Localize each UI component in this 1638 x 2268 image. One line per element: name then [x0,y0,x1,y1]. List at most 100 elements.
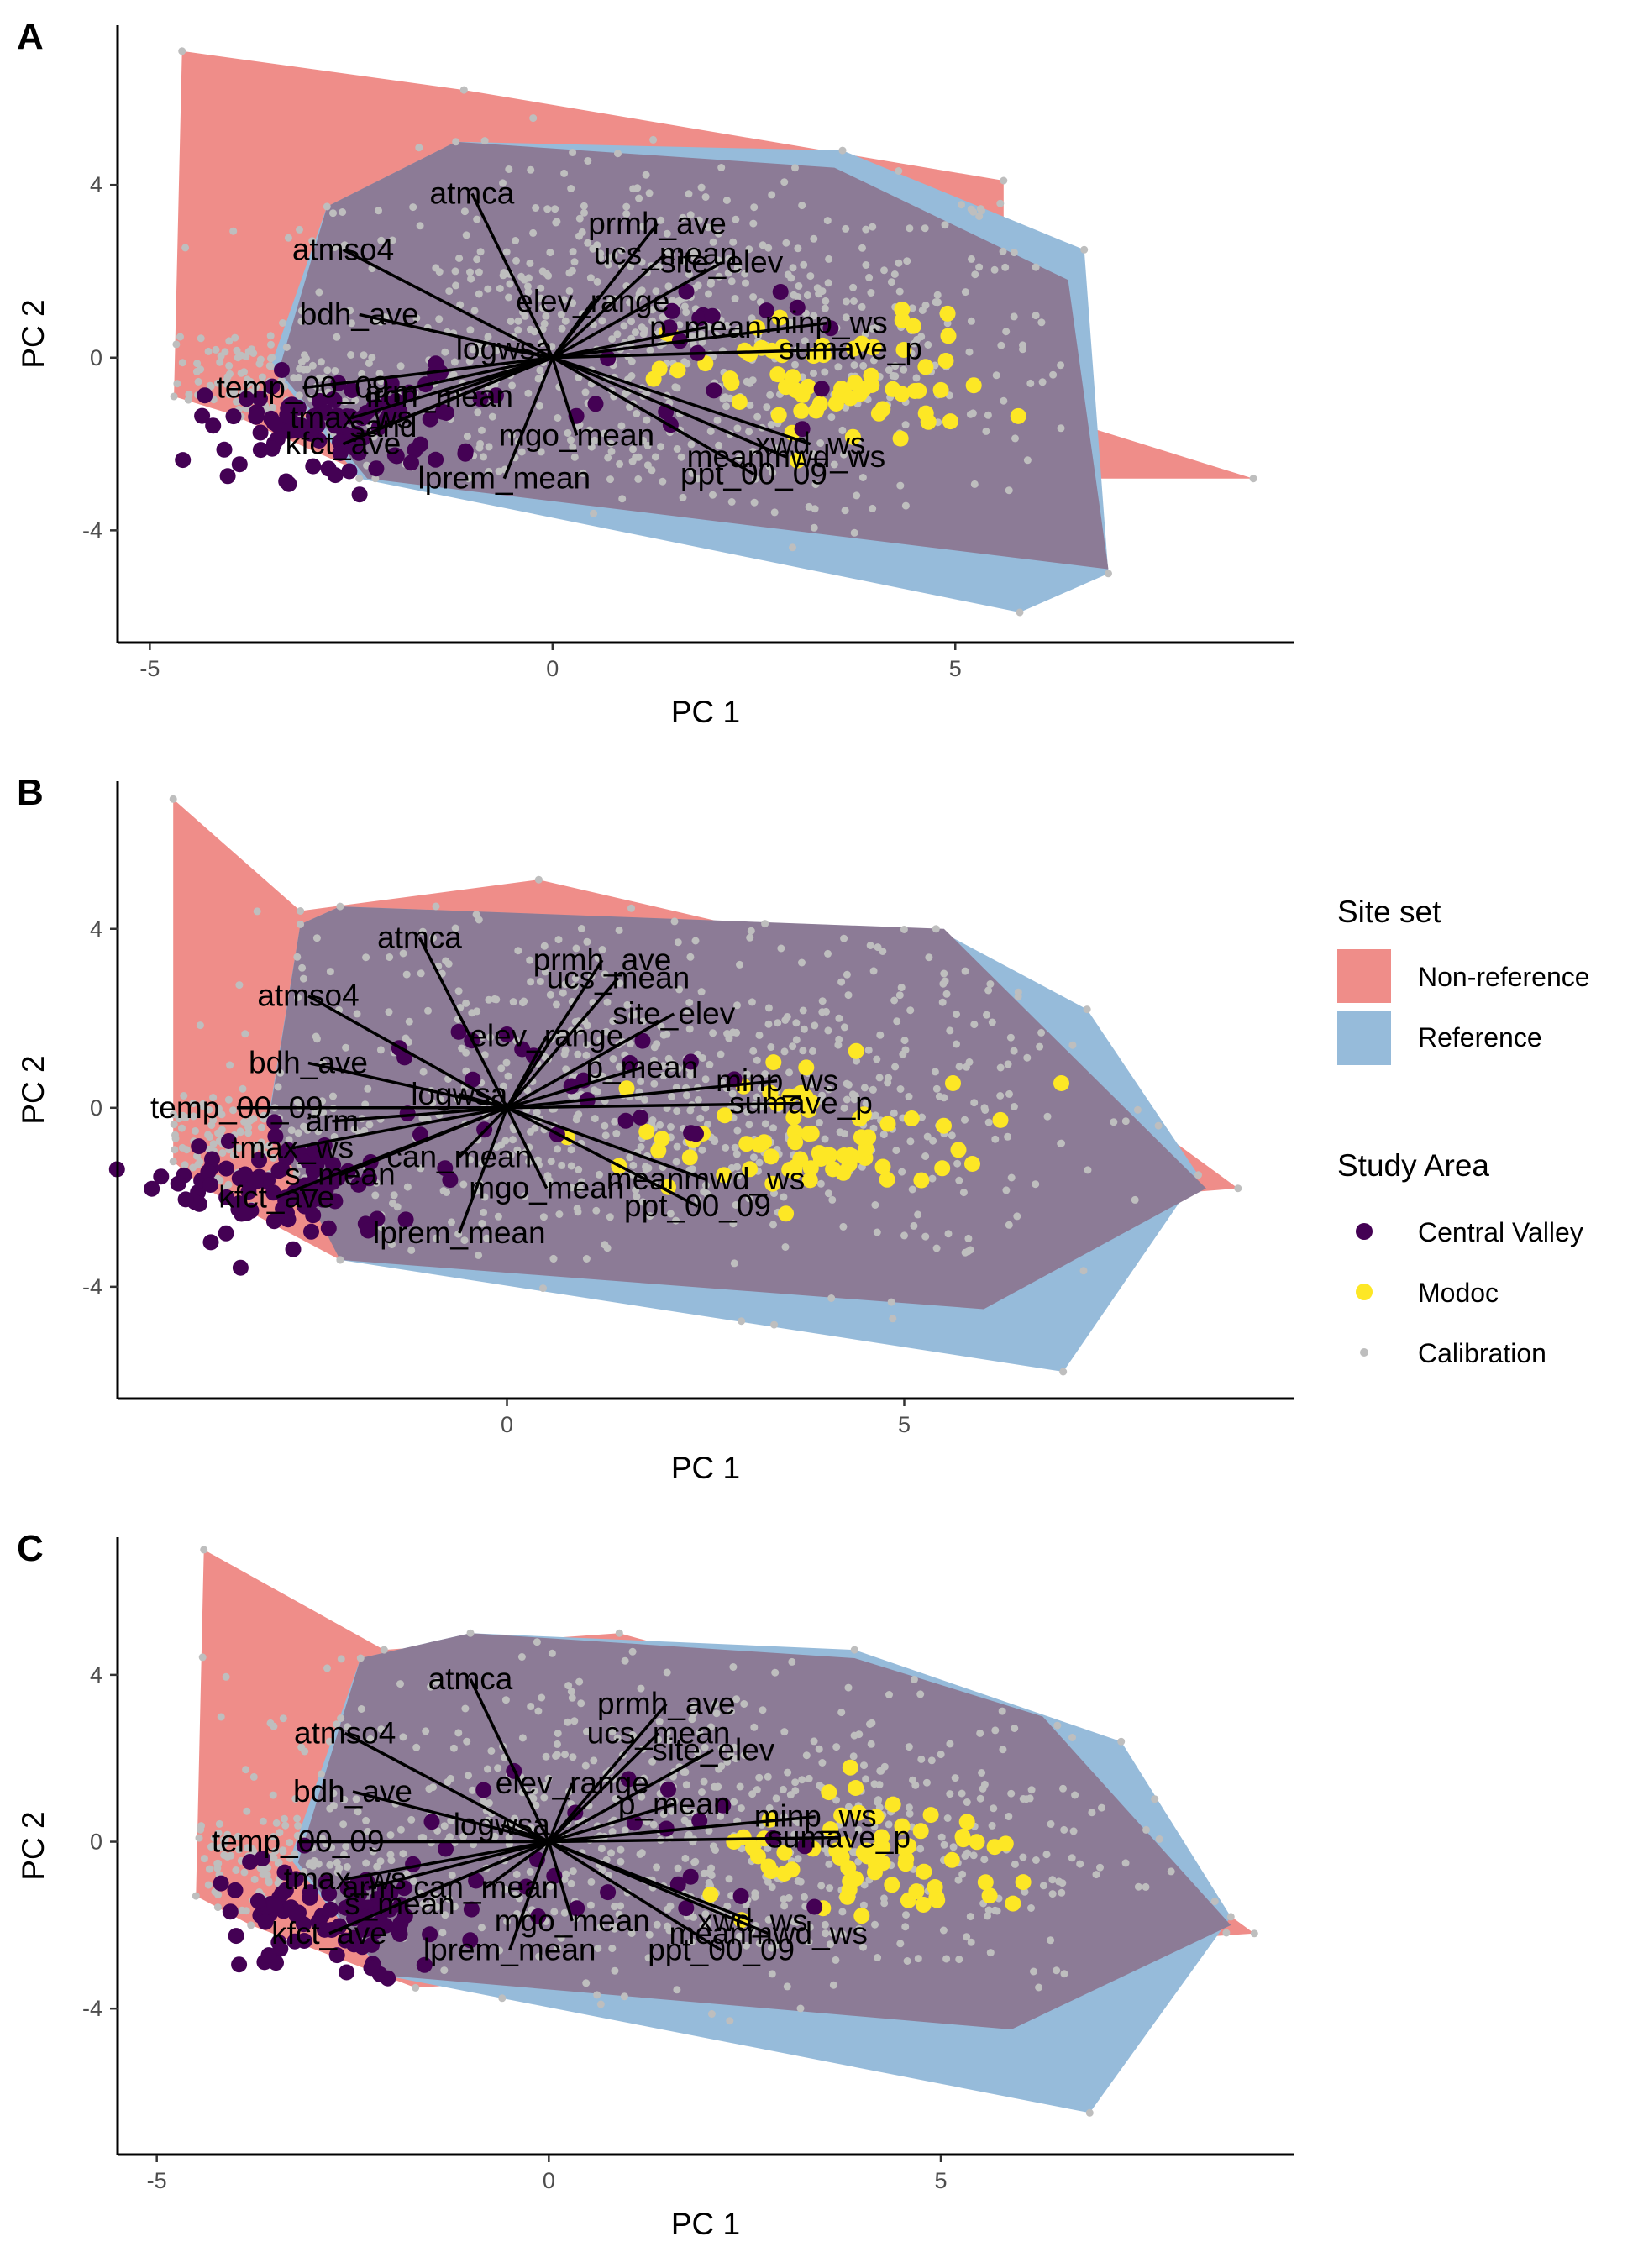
calibration-point [828,1195,837,1204]
calibration-point [517,448,526,456]
calibration-point [584,157,592,165]
calibration-point [554,414,562,422]
calibration-point [749,219,758,228]
calibration-point [896,1085,905,1093]
calibration-point [250,1142,259,1150]
calibration-point [501,1885,509,1893]
calibration-point [629,445,637,454]
central-valley-point [634,1032,651,1049]
calibration-point [441,1911,449,1919]
calibration-point [858,244,866,252]
central-valley-point [270,1934,287,1950]
loading-label: ucs_mean [547,960,690,995]
central-valley-point [327,1193,344,1210]
loading-arrow [551,253,667,360]
central-valley-point [600,1884,617,1901]
calibration-point [1105,570,1112,578]
calibration-point [234,1832,242,1840]
calibration-point [270,1854,278,1862]
calibration-point [336,902,344,911]
calibration-point [377,1725,386,1734]
loading-arrow [507,1066,643,1110]
loading-arrow [391,356,554,394]
calibration-point [184,396,192,404]
loading-arrow [506,1106,699,1208]
loading-label: atmso4 [292,232,394,266]
calibration-point [1151,1795,1159,1803]
calibration-point [293,1814,302,1823]
calibration-point [1053,1721,1062,1730]
calibration-point [816,1179,825,1188]
calibration-point [954,1876,963,1884]
modoc-point [763,1863,780,1879]
calibration-point [826,1940,834,1949]
calibration-point [838,146,847,155]
modoc-point [771,309,788,326]
calibration-point [483,1234,491,1242]
calibration-point [912,374,921,382]
calibration-point [1005,1813,1013,1820]
calibration-point [870,1780,879,1788]
calibration-point [333,1858,341,1866]
calibration-point [866,942,874,949]
calibration-point [798,202,806,210]
calibration-point [824,1026,832,1035]
calibration-point [862,1100,870,1108]
calibration-point [236,1127,244,1136]
calibration-point [472,911,480,919]
y-tick-label: -4 [82,517,102,543]
modoc-point [879,1171,895,1188]
loading-label: lprem_mean [373,1215,546,1250]
calibration-point [229,1106,237,1115]
calibration-point [459,1832,468,1840]
calibration-point [451,267,459,276]
calibration-point [657,1022,665,1031]
calibration-point [485,467,493,475]
calibration-point [627,904,635,912]
calibration-point [1096,1863,1104,1872]
calibration-point [565,286,574,295]
calibration-point [225,337,234,345]
calibration-point [958,201,965,209]
calibration-point [885,1691,893,1698]
calibration-point [698,1054,706,1062]
calibration-point [561,317,570,325]
loading-arrow [470,192,554,359]
loading-label: minp_ws [716,1063,838,1098]
modoc-point [751,1137,768,1153]
loading-label: can_mean [386,1139,532,1173]
calibration-point [998,1707,1006,1715]
calibration-point [858,302,866,311]
calibration-point [572,944,580,953]
calibration-point [835,1035,843,1043]
calibration-point [745,1194,753,1203]
calibration-point [921,302,930,309]
calibration-point [1250,1929,1258,1938]
calibration-point [659,313,667,321]
calibration-point [198,1653,207,1662]
central-valley-point [339,1964,355,1981]
calibration-point [593,1991,601,1999]
modoc-point [895,342,912,358]
calibration-point [824,279,832,287]
calibration-point [318,1097,327,1105]
modoc-point [915,1897,932,1913]
calibration-point [745,379,753,387]
calibration-point [931,1068,939,1076]
calibration-point [521,1192,529,1200]
calibration-point [480,453,487,461]
loading-label: meanmwd_ws [669,1916,867,1950]
calibration-point [475,349,484,357]
calibration-point [558,1161,566,1169]
calibration-point [425,1785,433,1793]
calibration-point [688,469,696,477]
calibration-point [1131,1195,1139,1204]
calibration-point [970,1021,979,1029]
loading-label: elev_range [470,1019,623,1053]
calibration-point [732,215,740,223]
calibration-point [199,1102,207,1110]
calibration-point [810,369,817,377]
calibration-point [610,251,618,260]
calibration-point [467,275,475,283]
calibration-point [373,1862,381,1871]
